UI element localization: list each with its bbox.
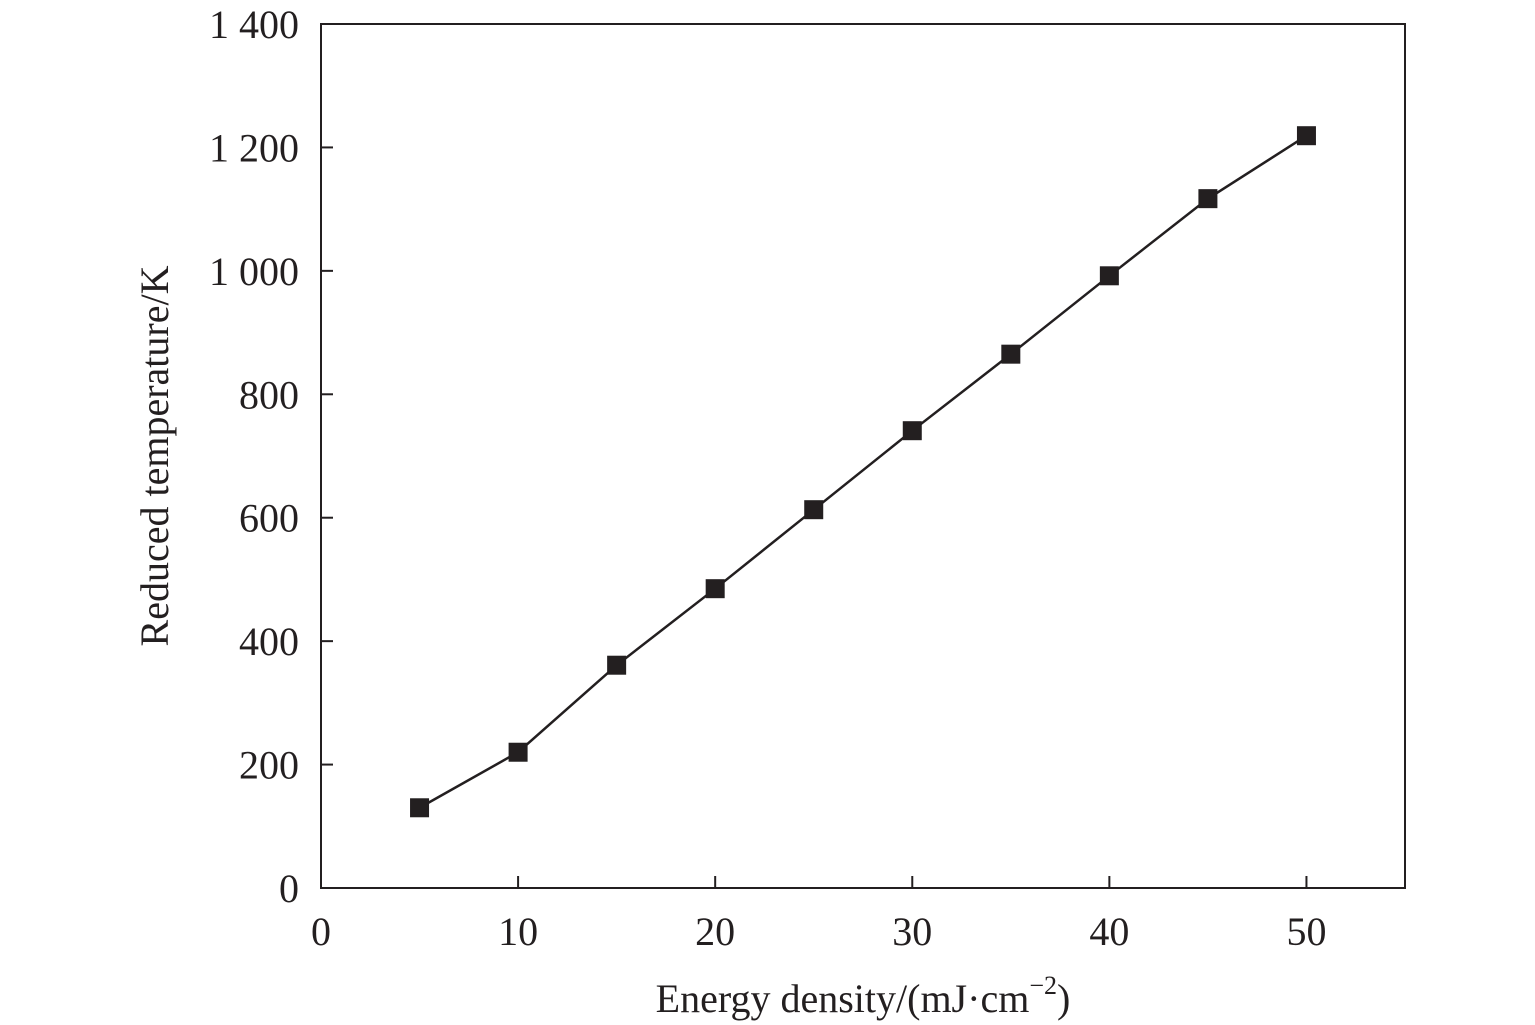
data-point <box>1099 266 1119 286</box>
y-tick-label: 800 <box>239 372 299 417</box>
x-axis-label-superscript: −2 <box>1029 971 1057 1000</box>
y-tick-label: 0 <box>279 866 299 911</box>
data-point <box>1296 126 1316 146</box>
x-tick-label: 30 <box>892 909 932 954</box>
data-point <box>1001 344 1021 364</box>
y-tick-label: 600 <box>239 496 299 541</box>
x-tick-label: 40 <box>1089 909 1129 954</box>
series-line <box>418 134 1308 809</box>
x-tick-label: 0 <box>311 909 331 954</box>
y-tick-label: 1 000 <box>209 249 299 294</box>
y-tick-label: 1 200 <box>209 125 299 170</box>
x-axis-label: Energy density/(mJ·cm−2) <box>656 971 1071 1021</box>
data-point <box>902 421 922 441</box>
data-point <box>705 579 725 599</box>
data-point <box>410 798 430 818</box>
plot-frame <box>320 23 1406 889</box>
data-point <box>607 655 627 675</box>
y-tick-label: 200 <box>239 743 299 788</box>
x-tick-label: 20 <box>695 909 735 954</box>
y-axis-label: Reduced temperature/K <box>132 265 177 646</box>
x-tick-label: 10 <box>498 909 538 954</box>
y-tick-label: 1 400 <box>209 2 299 47</box>
data-point <box>1198 189 1218 209</box>
y-tick-label: 400 <box>239 619 299 664</box>
x-tick-label: 50 <box>1286 909 1326 954</box>
data-point <box>508 742 528 762</box>
data-point <box>804 500 824 520</box>
